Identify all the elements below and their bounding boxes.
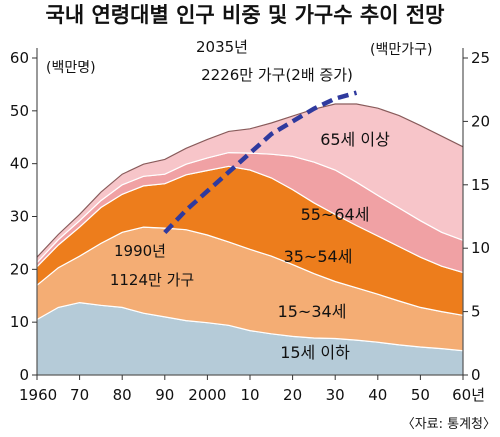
annotation-1990-households: 1124만 가구 xyxy=(110,271,194,289)
axes: 0 10 20 30 40 50 60 0 5 10 15 20 25 1960 70 80 90 2000 10 2… xyxy=(10,48,490,404)
series-label-35-54: 35~54세 xyxy=(284,247,353,266)
x-tick-label-1990: 90 xyxy=(155,386,174,404)
total-outline xyxy=(36,103,464,258)
y-left-tick-label-10: 10 xyxy=(10,313,29,331)
series-label-55-64: 55~64세 xyxy=(301,205,370,224)
y-right-tick-label-25: 25 xyxy=(471,49,490,67)
annotation-2035-year: 2035년 xyxy=(196,38,248,56)
x-tick-label-2060: 60년 xyxy=(452,386,485,404)
x-tick-label-2000: 2000 xyxy=(188,386,226,404)
series-label-65plus: 65세 이상 xyxy=(320,130,390,149)
source-note: 〈자료: 통계청〉 xyxy=(402,417,496,432)
chart-title: 국내 연령대별 인구 비중 및 가구수 추이 전망 xyxy=(46,3,445,27)
household-dashed-line xyxy=(163,90,358,235)
y-right-tick-label-15: 15 xyxy=(471,176,490,194)
y-right-tick-label-20: 20 xyxy=(471,112,490,130)
x-tick-label-1960: 1960 xyxy=(19,386,57,404)
x-tick-label-2040: 40 xyxy=(368,386,387,404)
y-right-unit-label: (백만가구) xyxy=(370,42,432,58)
annotation-2035-households: 2226만 가구(2배 증가) xyxy=(201,66,353,84)
annotation-1990-year: 1990년 xyxy=(114,242,166,260)
y-right-tick-label-0: 0 xyxy=(471,366,481,384)
x-tick-label-2010: 10 xyxy=(240,386,259,404)
y-left-tick-label-30: 30 xyxy=(10,208,29,226)
series-label-15-34: 15~34세 xyxy=(278,302,347,321)
x-tick-label-2020: 20 xyxy=(283,386,302,404)
y-left-unit-label: (백만명) xyxy=(46,60,96,76)
x-tick-label-1970: 70 xyxy=(70,386,89,404)
x-tick-label-2030: 30 xyxy=(326,386,345,404)
stacked-areas xyxy=(36,103,464,376)
y-right-tick-label-5: 5 xyxy=(471,303,481,321)
series-label-under15: 15세 이하 xyxy=(280,343,350,362)
x-tick-label-1980: 80 xyxy=(113,386,132,404)
y-left-tick-label-40: 40 xyxy=(10,155,29,173)
x-tick-label-2050: 50 xyxy=(411,386,430,404)
y-left-tick-label-0: 0 xyxy=(19,366,29,384)
household-line xyxy=(163,90,358,235)
y-left-tick-label-60: 60 xyxy=(10,49,29,67)
y-left-tick-label-20: 20 xyxy=(10,260,29,278)
y-right-tick-label-10: 10 xyxy=(471,239,490,257)
y-left-tick-label-50: 50 xyxy=(10,102,29,120)
